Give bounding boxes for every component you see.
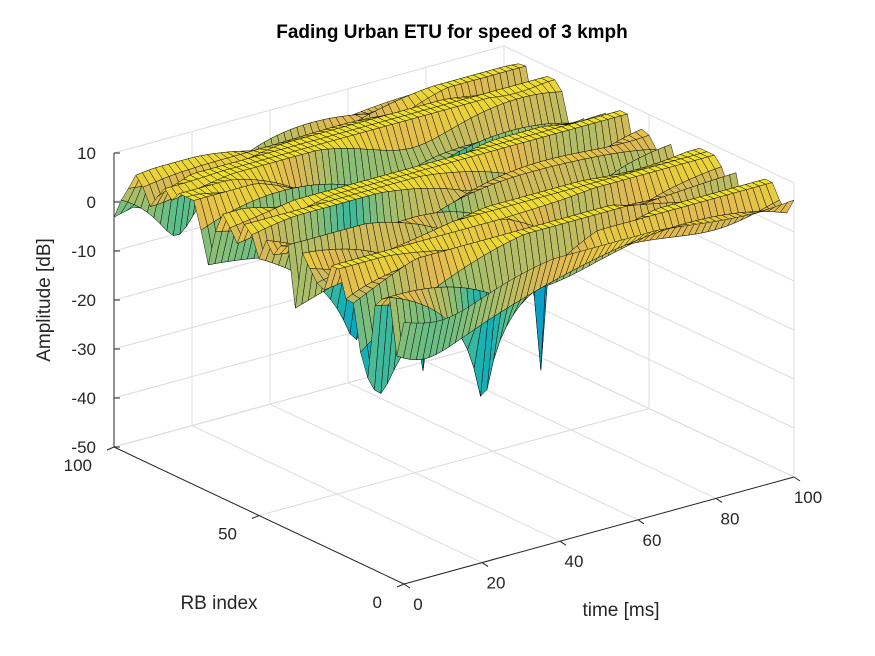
rb-tick-label: 0: [373, 593, 382, 612]
side-wall-grid-line: [503, 339, 795, 478]
time-tick-label: 0: [413, 595, 422, 614]
back-wall-grid-line: [113, 45, 505, 154]
time-tick-mark: [793, 476, 801, 482]
x-axis-label: time [ms]: [582, 600, 659, 621]
time-tick-mark: [715, 497, 723, 503]
side-wall-grid-line: [503, 45, 795, 184]
time-tick-mark: [481, 562, 489, 568]
time-tick-label: 100: [794, 488, 822, 507]
chart-title: Fading Urban ETU for speed of 3 kmph: [276, 22, 628, 43]
amplitude-tick-label: -50: [71, 438, 96, 457]
rb-tick-mark: [251, 515, 260, 519]
rb-tick-label: 100: [64, 456, 92, 475]
rb-tick-label: 50: [218, 525, 237, 544]
amplitude-tick-label: -20: [71, 291, 96, 310]
time-tick-label: 20: [487, 574, 506, 593]
rb-tick-mark: [396, 583, 405, 588]
amplitude-tick-label: -10: [71, 242, 96, 261]
time-axis-line: [403, 476, 795, 585]
time-tick-label: 40: [565, 552, 584, 571]
surface-patch: [396, 322, 411, 359]
surface-mesh: [113, 63, 795, 397]
time-tick-mark: [559, 540, 567, 546]
side-wall-grid-line: [503, 290, 795, 429]
z-axis-label: Amplitude [dB]: [34, 238, 55, 362]
axes: [106, 152, 801, 589]
y-axis-label: RB index: [180, 593, 258, 614]
amplitude-tick-label: -30: [71, 340, 96, 359]
time-tick-label: 60: [643, 531, 662, 550]
back-wall-grid-line: [113, 339, 505, 448]
time-tick-label: 80: [721, 509, 740, 528]
floor-grid-line: [258, 408, 650, 516]
amplitude-tick-label: 0: [87, 193, 96, 212]
amplitude-tick-label: 10: [77, 144, 96, 163]
time-tick-mark: [403, 583, 411, 589]
rb-tick-mark: [106, 446, 115, 451]
time-tick-mark: [637, 519, 645, 525]
amplitude-tick-label: -40: [71, 389, 96, 408]
